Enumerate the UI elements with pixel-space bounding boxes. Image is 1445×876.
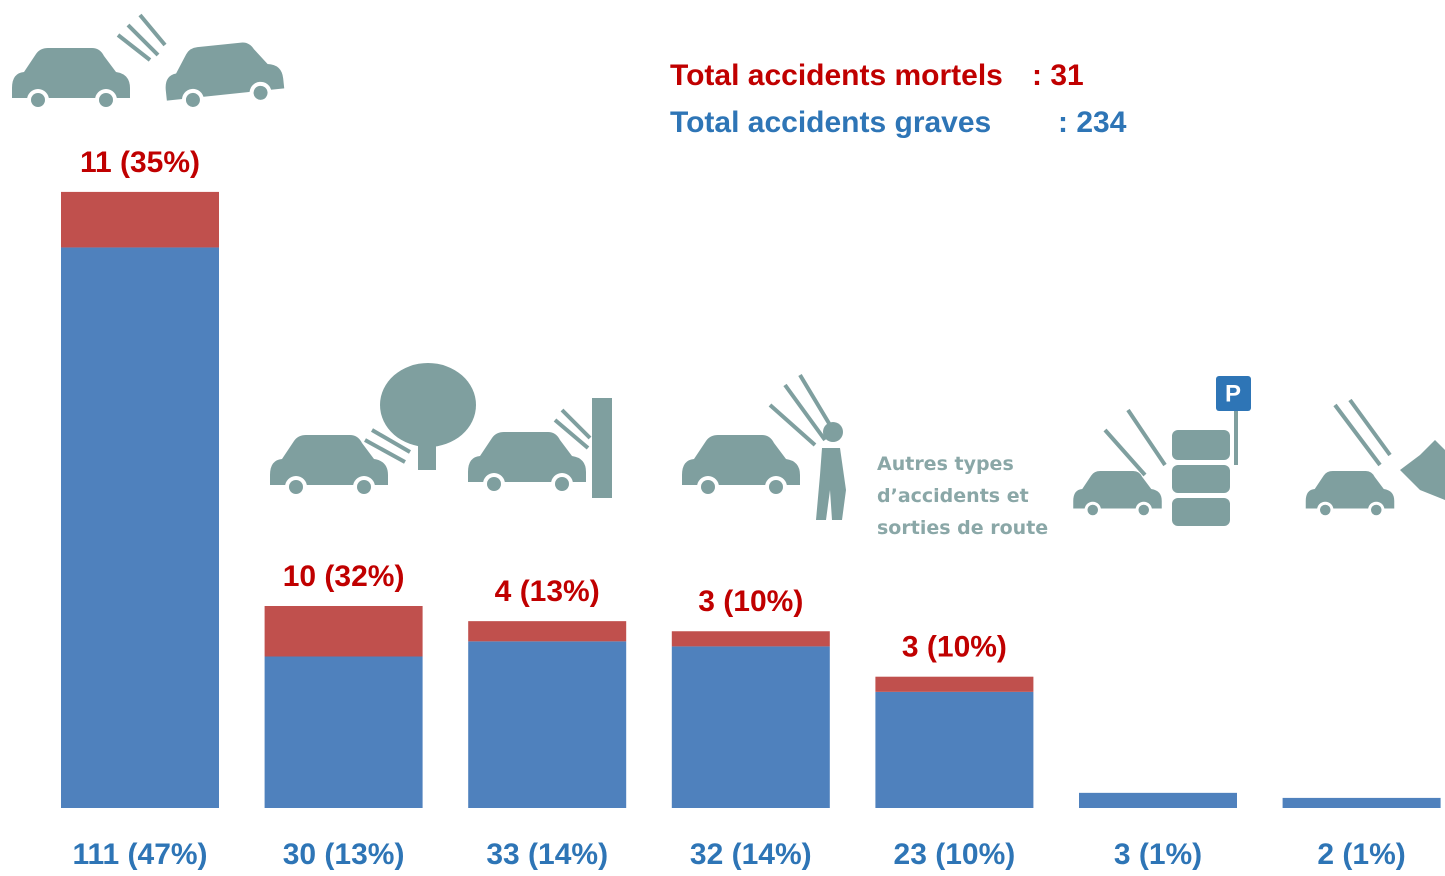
bar-segment xyxy=(1282,797,1441,808)
value-label: 111 (47%) xyxy=(72,838,207,871)
legend-graves: Total accidents graves xyxy=(670,106,991,139)
icons: P xyxy=(12,13,1445,526)
value-label: 3 (10%) xyxy=(698,585,803,618)
bar-segment xyxy=(468,641,627,808)
value-label: 33 (14%) xyxy=(486,838,608,871)
bar-segment xyxy=(264,656,423,808)
value-label: 30 (13%) xyxy=(283,838,405,871)
bar-segment xyxy=(61,247,219,808)
category-label: Autres types d’accidents et sorties de r… xyxy=(877,453,1049,539)
bar-segment xyxy=(875,691,1034,808)
value-label: 2 (1%) xyxy=(1317,838,1405,871)
value-label: 4 (13%) xyxy=(495,575,600,608)
bar-segment xyxy=(61,191,219,248)
bar-segment xyxy=(875,676,1034,692)
value-label: 3 (1%) xyxy=(1114,838,1202,871)
bar-segment xyxy=(1079,792,1237,808)
value-label: 10 (32%) xyxy=(283,560,405,593)
legend-mortels: Total accidents mortels xyxy=(670,59,1003,92)
total-mortels: : 31 xyxy=(1032,59,1084,92)
parking-icon: P xyxy=(1225,380,1241,407)
category-label-box: Autres types d’accidents et sorties de r… xyxy=(877,453,1049,539)
value-label: 32 (14%) xyxy=(690,838,812,871)
bar-segment xyxy=(468,621,627,642)
total-graves: : 234 xyxy=(1058,106,1127,139)
bar-segment xyxy=(671,631,830,647)
value-label: 3 (10%) xyxy=(902,631,1007,664)
bar-segment xyxy=(264,606,423,657)
value-label: 11 (35%) xyxy=(80,146,200,179)
value-label: 23 (10%) xyxy=(894,838,1016,871)
bar-segment xyxy=(671,646,830,808)
